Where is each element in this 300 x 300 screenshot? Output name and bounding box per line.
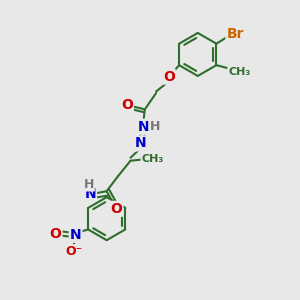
Text: H: H bbox=[83, 178, 94, 190]
Text: O⁻: O⁻ bbox=[66, 245, 83, 258]
Text: CH₃: CH₃ bbox=[142, 154, 164, 164]
Text: O: O bbox=[121, 98, 133, 112]
Text: CH₃: CH₃ bbox=[228, 67, 250, 77]
Text: N: N bbox=[70, 228, 81, 242]
Text: H: H bbox=[149, 120, 160, 133]
Text: O: O bbox=[110, 202, 122, 216]
Text: N: N bbox=[137, 120, 149, 134]
Text: Br: Br bbox=[226, 27, 244, 41]
Text: O: O bbox=[163, 70, 175, 83]
Text: N: N bbox=[84, 187, 96, 201]
Text: O: O bbox=[50, 226, 61, 241]
Text: N: N bbox=[135, 136, 147, 150]
